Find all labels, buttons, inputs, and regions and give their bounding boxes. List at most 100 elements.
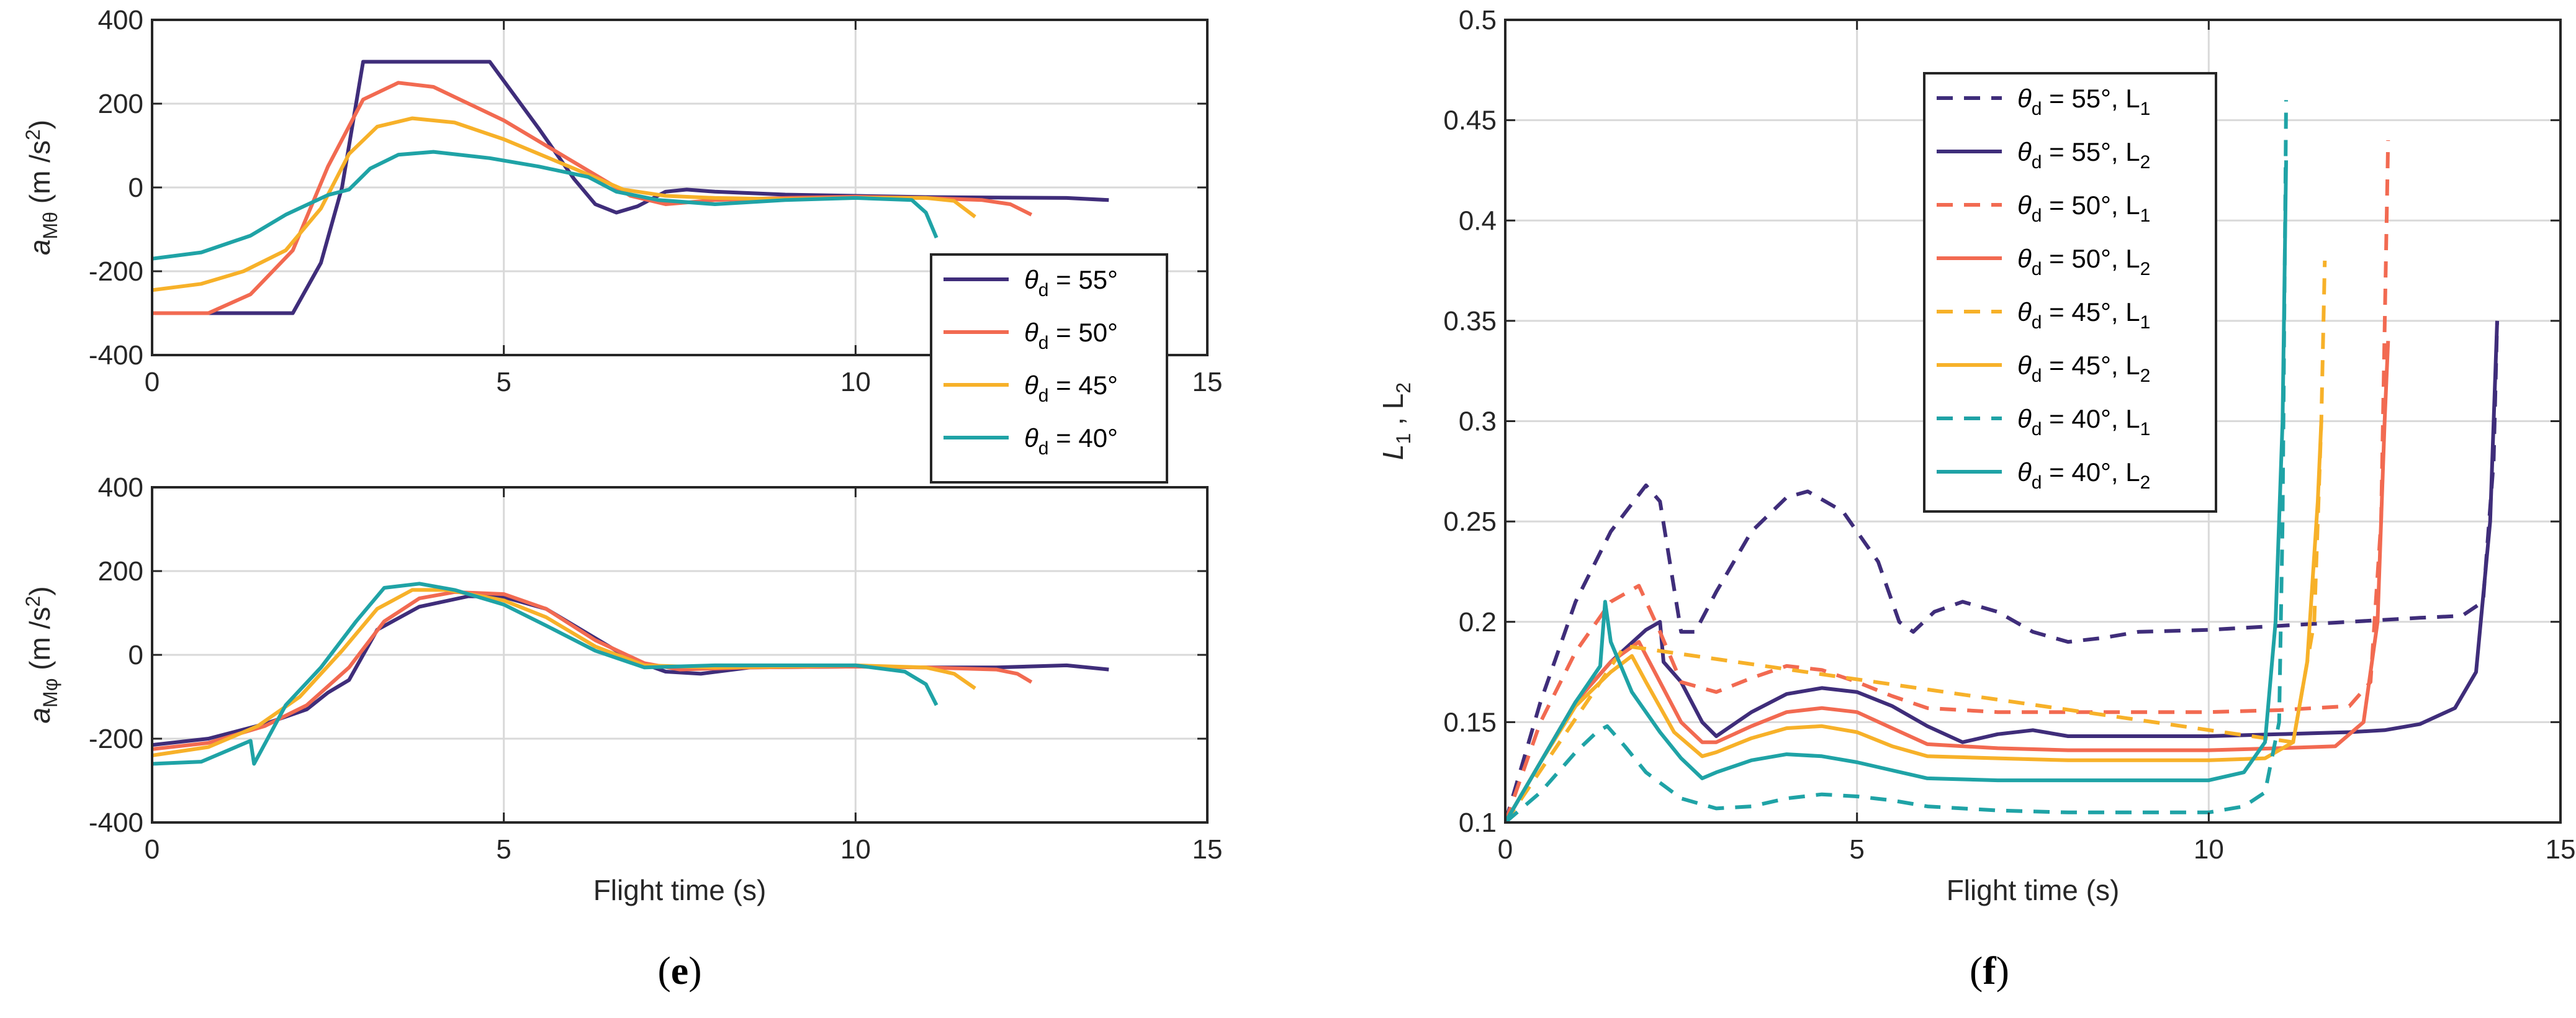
legend-right-entry-7: θd = 40°, L2 (2017, 457, 2150, 493)
top-series-40 (152, 150, 939, 261)
top-xtick-label-2: 10 (840, 367, 871, 397)
right-series-55-l2 (1505, 320, 2499, 822)
bottom-ytick-label-1: -200 (89, 724, 143, 754)
legend-top-entry-theta-2: θ (1024, 371, 1038, 400)
right-ylabel-mid: , L (1377, 394, 1409, 433)
legend-right-entry-6: θd = 40°, L1 (2017, 404, 2150, 439)
right-xlabel: Flight time (s) (1947, 874, 2120, 906)
bottom-ytick-label-0: -400 (89, 808, 143, 838)
bottom-series-group (152, 582, 1109, 766)
legend-right-entry-0: θd = 55°, L1 (2017, 84, 2150, 119)
legend-top-entry-sub-2: d (1038, 385, 1049, 406)
legend-right-entry-1: θd = 55°, L2 (2017, 137, 2150, 173)
legend-top: θd = 55°θd = 50°θd = 45°θd = 40° (930, 253, 1168, 484)
top-ytick-label-1: -200 (89, 256, 143, 287)
right-ylabel: L1 , L2 (1377, 382, 1415, 460)
legend-top-entry-text-2: = 45° (1048, 371, 1117, 400)
legend-right-entry-sub-1: d (2032, 152, 2042, 173)
legend-right-entry-lsub-1: 2 (2140, 152, 2151, 173)
right-ytick-label-4: 0.3 (1459, 407, 1497, 437)
legend-top-entry-text-3: = 40° (1048, 423, 1117, 453)
panel-label-e-close: ) (688, 948, 701, 993)
right-series-40-l2 (1505, 160, 2288, 822)
right-xtick-label-1: 5 (1849, 834, 1864, 865)
top-ytick-label-2: 0 (128, 173, 143, 203)
legend-right-entry-text-3: = 50°, L (2042, 244, 2140, 273)
legend-right-entry-3: θd = 50°, L2 (2017, 244, 2150, 279)
top-ytick-label-4: 400 (98, 5, 143, 35)
bottom-series-40 (152, 582, 939, 766)
bottom-ylabel-sup: 2 (22, 596, 44, 607)
top-ylabel-sub: Mθ (39, 212, 61, 239)
legend-right-entry-sub-2: d (2032, 205, 2042, 226)
legend-right-entry-text-6: = 40°, L (2042, 404, 2140, 433)
bottom-series-55 (152, 594, 1109, 747)
right-ytick-label-3: 0.25 (1443, 507, 1497, 537)
bottom-ytick-label-4: 400 (98, 472, 143, 503)
panel-label-f-close: ) (1996, 948, 2009, 993)
right-series-40-l1 (1505, 100, 2288, 822)
panel-label-e-letter: e (671, 948, 688, 993)
legend-right-entry-theta-6: θ (2017, 404, 2032, 433)
legend-right-entry-lsub-3: 2 (2140, 259, 2151, 279)
legend-top-entry-text-1: = 50° (1048, 318, 1117, 347)
top-series-group (152, 60, 1109, 315)
bottom-xtick-label-1: 5 (496, 834, 511, 865)
right-ytick-label-5: 0.35 (1443, 306, 1497, 336)
top-ytick-label-3: 200 (98, 89, 143, 119)
panel-label-f: (f) (1970, 948, 2009, 993)
right-ytick-label-6: 0.4 (1459, 205, 1497, 236)
legend-right-entry-lsub-4: 1 (2140, 312, 2151, 333)
top-ylabel-sup: 2 (22, 129, 44, 140)
legend-right-entry-5: θd = 45°, L2 (2017, 351, 2150, 386)
legend-right-entry-sub-5: d (2032, 366, 2042, 386)
legend-top-entry-3: θd = 40° (1024, 423, 1118, 459)
bottom-ylabel-a: a (24, 708, 56, 724)
legend-right-entry-lsub-5: 2 (2140, 366, 2151, 386)
legend-right-entry-sub-7: d (2032, 472, 2042, 493)
right-ylabel-l: L (1377, 444, 1409, 460)
right-ytick-label-8: 0.5 (1459, 5, 1497, 35)
right-series-50-l1 (1505, 140, 2390, 822)
legend-right-entry-2: θd = 50°, L1 (2017, 191, 2150, 226)
legend-right-entry-text-7: = 40°, L (2042, 457, 2140, 487)
legend-right-entry-sub-4: d (2032, 312, 2042, 333)
legend-top-box (930, 253, 1168, 484)
right-ytick-label-1: 0.15 (1443, 707, 1497, 737)
top-ylabel-end: ) (24, 120, 56, 129)
bottom-ylabel-sub: Mφ (39, 678, 61, 708)
right-ylabel-sub1: 1 (1392, 433, 1415, 444)
legend-top-entry-theta-3: θ (1024, 423, 1038, 453)
right-series-50-l2 (1505, 341, 2390, 822)
top-xtick-label-3: 15 (1192, 367, 1223, 397)
legend-right-entry-sub-6: d (2032, 419, 2042, 439)
right-ytick-label-0: 0.1 (1459, 808, 1497, 838)
legend-right-entry-lsub-0: 1 (2140, 99, 2151, 119)
bottom-ylabel-end: ) (24, 586, 56, 595)
legend-right-entry-theta-7: θ (2017, 457, 2032, 487)
legend-top-entry-theta-0: θ (1024, 265, 1038, 294)
legend-right-entry-text-4: = 45°, L (2042, 297, 2140, 327)
bottom-ytick-label-2: 0 (128, 640, 143, 670)
right-xtick-label-2: 10 (2194, 834, 2224, 865)
legend-top-entry-sub-1: d (1038, 333, 1049, 353)
top-ylabel: aMθ (m /s2) (22, 120, 61, 255)
panel-label-f-open: ( (1970, 948, 1983, 993)
right-ylabel-sub2: 2 (1392, 382, 1415, 394)
panel-label-e: (e) (657, 948, 701, 993)
bottom-ylabel: aMφ (m /s2) (22, 586, 61, 723)
legend-right-entry-theta-2: θ (2017, 191, 2032, 220)
legend-right-entry-text-0: = 55°, L (2042, 84, 2140, 113)
bottom-xtick-label-0: 0 (145, 834, 160, 865)
bottom-ylabel-unit: (m /s (24, 607, 56, 678)
panel-label-e-open: ( (657, 948, 670, 993)
top-xtick-label-0: 0 (145, 367, 160, 397)
legend-right-entry-theta-5: θ (2017, 351, 2032, 380)
legend-top-entry-0: θd = 55° (1024, 265, 1118, 300)
legend-right-entry-lsub-6: 1 (2140, 419, 2151, 439)
legend-right-entry-theta-4: θ (2017, 297, 2032, 327)
bottom-xlabel: Flight time (s) (593, 874, 767, 906)
top-ylabel-unit: (m /s (24, 140, 56, 212)
